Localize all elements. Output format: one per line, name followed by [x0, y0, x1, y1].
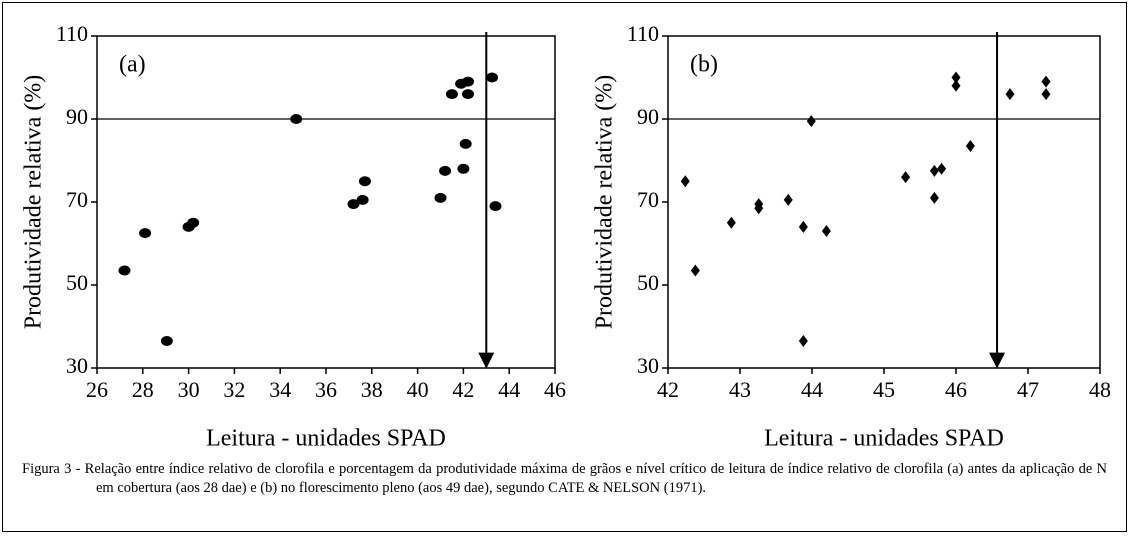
data-point: [937, 162, 947, 175]
data-point: [461, 89, 474, 100]
x-tick-label: 44: [498, 377, 520, 402]
data-point: [951, 79, 961, 92]
data-point: [347, 199, 360, 210]
data-point: [965, 139, 975, 152]
y-tick-label: 50: [66, 270, 88, 295]
x-tick-label: 26: [86, 377, 108, 402]
data-point: [459, 138, 472, 149]
data-point: [139, 228, 152, 239]
x-tick-label: 38: [361, 377, 383, 402]
y-tick-label: 50: [637, 270, 659, 295]
y-tick-label: 30: [66, 353, 88, 378]
data-point: [445, 89, 458, 100]
x-tick-label: 45: [873, 377, 895, 402]
x-tick-label: 42: [452, 377, 474, 402]
x-tick-label: 43: [729, 377, 751, 402]
data-point: [821, 225, 831, 238]
data-point: [461, 76, 474, 87]
data-point: [929, 191, 939, 204]
y-tick-label: 70: [637, 187, 659, 212]
x-tick-label: 32: [223, 377, 245, 402]
data-point: [951, 71, 961, 84]
data-point: [1041, 75, 1051, 88]
caption: Figura 3 - Relação entre índice relativo…: [22, 461, 1107, 496]
panel-label: (a): [119, 52, 146, 78]
data-point: [798, 335, 808, 348]
data-point: [457, 163, 470, 174]
data-point: [434, 192, 447, 203]
data-point: [901, 171, 911, 184]
data-point: [806, 115, 816, 128]
x-tick-label: 28: [132, 377, 154, 402]
y-tick-label: 90: [637, 104, 659, 129]
data-point: [680, 175, 690, 188]
y-tick-label: 90: [66, 104, 88, 129]
x-tick-label: 40: [407, 377, 429, 402]
data-point: [783, 193, 793, 206]
data-point: [690, 264, 700, 277]
x-tick-label: 44: [801, 377, 823, 402]
y-tick-label: 70: [66, 187, 88, 212]
x-axis-title: Leitura - unidades SPAD: [764, 426, 1004, 452]
data-point: [118, 265, 131, 276]
x-axis-title: Leitura - unidades SPAD: [206, 426, 446, 452]
x-tick-label: 46: [945, 377, 967, 402]
y-axis-title: Produtividade relativa (%): [592, 75, 618, 330]
y-tick-label: 30: [637, 353, 659, 378]
y-axis-title: Produtividade relativa (%): [21, 75, 47, 330]
data-point: [358, 176, 371, 187]
x-tick-label: 42: [657, 377, 679, 402]
plot-area: [667, 35, 1101, 369]
figure: (a) 30 50 70 90 110 26 28 30 32 34 36 38 40 42 44 46 Leit…: [21, 21, 1112, 452]
x-tick-label: 36: [315, 377, 337, 402]
x-tick-label: 34: [269, 377, 291, 402]
data-point: [290, 114, 303, 124]
data-point: [1005, 88, 1015, 101]
y-tick-label: 110: [627, 21, 659, 46]
x-tick-label: 30: [178, 377, 200, 402]
x-tick-label: 47: [1017, 377, 1039, 402]
data-point: [187, 217, 200, 228]
x-tick-label: 48: [1089, 377, 1111, 402]
data-point: [1041, 88, 1051, 101]
data-point: [486, 72, 499, 83]
data-point: [160, 336, 173, 347]
data-point: [754, 202, 764, 215]
panel-label: (b): [690, 52, 718, 78]
data-point: [356, 194, 369, 205]
data-point: [798, 220, 808, 233]
data-point: [489, 201, 502, 212]
y-tick-label: 110: [56, 21, 88, 46]
data-point: [929, 164, 939, 177]
data-point: [726, 216, 736, 229]
data-point: [439, 165, 452, 176]
x-tick-label: 46: [544, 377, 566, 402]
